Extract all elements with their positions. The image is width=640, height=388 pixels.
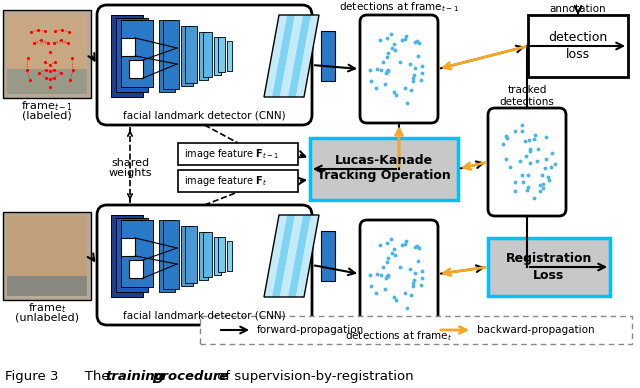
Text: (labeled): (labeled) [22, 111, 72, 121]
Text: shared: shared [111, 158, 149, 168]
Text: backward-propagation: backward-propagation [477, 325, 595, 335]
Bar [218, 237, 225, 272]
FancyBboxPatch shape [97, 5, 312, 125]
Text: tracked
detections: tracked detections [500, 85, 554, 107]
Polygon shape [280, 15, 303, 97]
Bar [121, 20, 153, 87]
Text: The: The [72, 370, 114, 383]
Bar [178, 143, 298, 165]
Text: Registration
Loss: Registration Loss [506, 252, 592, 282]
Bar [203, 232, 212, 277]
Bar [227, 241, 232, 271]
Bar [7, 216, 87, 296]
Text: annotation: annotation [550, 4, 606, 14]
Text: frame$_t$: frame$_t$ [28, 301, 66, 315]
Polygon shape [296, 215, 319, 297]
Bar [7, 69, 87, 94]
Polygon shape [296, 15, 319, 97]
Bar [121, 238, 135, 256]
Bar [203, 32, 212, 77]
Bar [111, 215, 143, 297]
Text: detection
loss: detection loss [548, 31, 607, 61]
Bar [199, 232, 208, 280]
Bar [163, 220, 179, 289]
FancyBboxPatch shape [488, 108, 566, 216]
Bar [111, 15, 143, 97]
Bar [200, 316, 632, 344]
Bar [121, 38, 135, 56]
Bar [116, 218, 148, 292]
Bar [121, 220, 153, 287]
Text: procedure: procedure [152, 370, 228, 383]
Polygon shape [272, 215, 295, 297]
Bar [185, 227, 197, 282]
Text: frame$_{t-1}$: frame$_{t-1}$ [21, 99, 73, 113]
Text: training: training [105, 370, 164, 383]
Text: image feature $\mathbf{F}_{t-1}$: image feature $\mathbf{F}_{t-1}$ [184, 147, 280, 161]
Bar [227, 41, 232, 71]
Text: detections at frame$_{t-1}$: detections at frame$_{t-1}$ [339, 0, 459, 14]
FancyBboxPatch shape [360, 220, 438, 328]
Text: image feature $\mathbf{F}_{t}$: image feature $\mathbf{F}_{t}$ [184, 174, 268, 188]
Text: forward-propagation: forward-propagation [257, 325, 364, 335]
Text: detections at frame$_t$: detections at frame$_t$ [346, 329, 452, 343]
Bar [129, 260, 143, 278]
Bar [528, 15, 628, 77]
Bar [488, 238, 610, 296]
Bar [310, 138, 458, 200]
Polygon shape [288, 215, 311, 297]
Bar [129, 60, 143, 78]
Text: weights: weights [108, 168, 152, 178]
Bar [7, 14, 87, 94]
Bar [185, 26, 197, 83]
Bar [7, 276, 87, 296]
Bar [218, 37, 225, 72]
Bar [163, 20, 179, 89]
Bar [181, 227, 193, 286]
Bar [159, 220, 175, 292]
Text: facial landmark detector (CNN): facial landmark detector (CNN) [123, 311, 286, 321]
Bar [3, 212, 91, 300]
Bar [116, 17, 148, 92]
Bar [321, 231, 335, 281]
FancyBboxPatch shape [360, 15, 438, 123]
Bar [214, 237, 221, 275]
Bar [159, 20, 175, 92]
Polygon shape [264, 215, 287, 297]
Polygon shape [272, 15, 295, 97]
Text: Figure 3: Figure 3 [5, 370, 58, 383]
Polygon shape [264, 15, 287, 97]
Text: Lucas-Kanade: Lucas-Kanade [335, 154, 433, 168]
Text: (unlabeled): (unlabeled) [15, 313, 79, 323]
Text: Tracking Operation: Tracking Operation [317, 170, 451, 182]
Bar [181, 26, 193, 85]
FancyBboxPatch shape [97, 205, 312, 325]
Bar [321, 31, 335, 81]
Bar [214, 37, 221, 75]
Bar [178, 170, 298, 192]
Text: of supervision-by-registration: of supervision-by-registration [213, 370, 413, 383]
Bar [199, 32, 208, 80]
Text: facial landmark detector (CNN): facial landmark detector (CNN) [123, 111, 286, 121]
Bar [3, 10, 91, 98]
Polygon shape [280, 215, 303, 297]
Polygon shape [288, 15, 311, 97]
